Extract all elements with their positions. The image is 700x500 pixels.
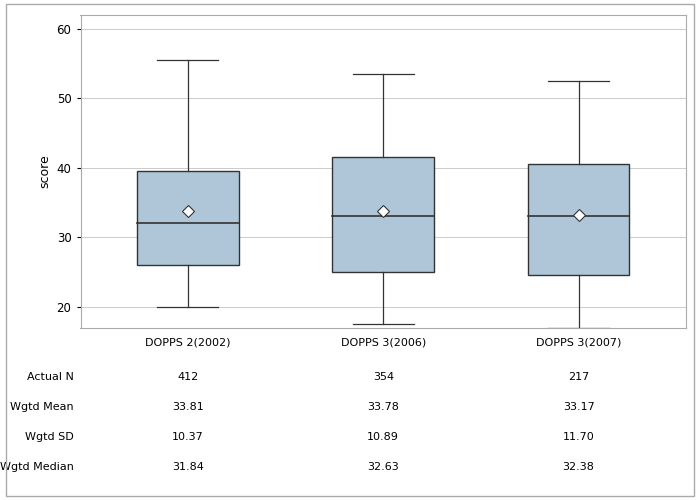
Text: 31.84: 31.84 xyxy=(172,462,204,472)
Text: Wgtd Median: Wgtd Median xyxy=(0,462,74,472)
FancyBboxPatch shape xyxy=(528,164,629,276)
Text: 33.78: 33.78 xyxy=(368,402,399,412)
Text: 32.63: 32.63 xyxy=(368,462,399,472)
Text: 33.17: 33.17 xyxy=(563,402,594,412)
Text: DOPPS 3(2007): DOPPS 3(2007) xyxy=(536,338,622,347)
Y-axis label: score: score xyxy=(38,154,51,188)
Text: 32.38: 32.38 xyxy=(563,462,594,472)
Text: 217: 217 xyxy=(568,372,589,382)
Text: Actual N: Actual N xyxy=(27,372,74,382)
Text: 412: 412 xyxy=(177,372,199,382)
Text: 33.81: 33.81 xyxy=(172,402,204,412)
Text: 11.70: 11.70 xyxy=(563,432,594,442)
Text: 10.89: 10.89 xyxy=(368,432,399,442)
Text: DOPPS 3(2006): DOPPS 3(2006) xyxy=(341,338,426,347)
Text: Wgtd SD: Wgtd SD xyxy=(25,432,74,442)
Text: Wgtd Mean: Wgtd Mean xyxy=(10,402,74,412)
FancyBboxPatch shape xyxy=(137,171,239,265)
Text: 354: 354 xyxy=(372,372,394,382)
FancyBboxPatch shape xyxy=(332,158,434,272)
Text: 10.37: 10.37 xyxy=(172,432,204,442)
Text: DOPPS 2(2002): DOPPS 2(2002) xyxy=(145,338,231,347)
